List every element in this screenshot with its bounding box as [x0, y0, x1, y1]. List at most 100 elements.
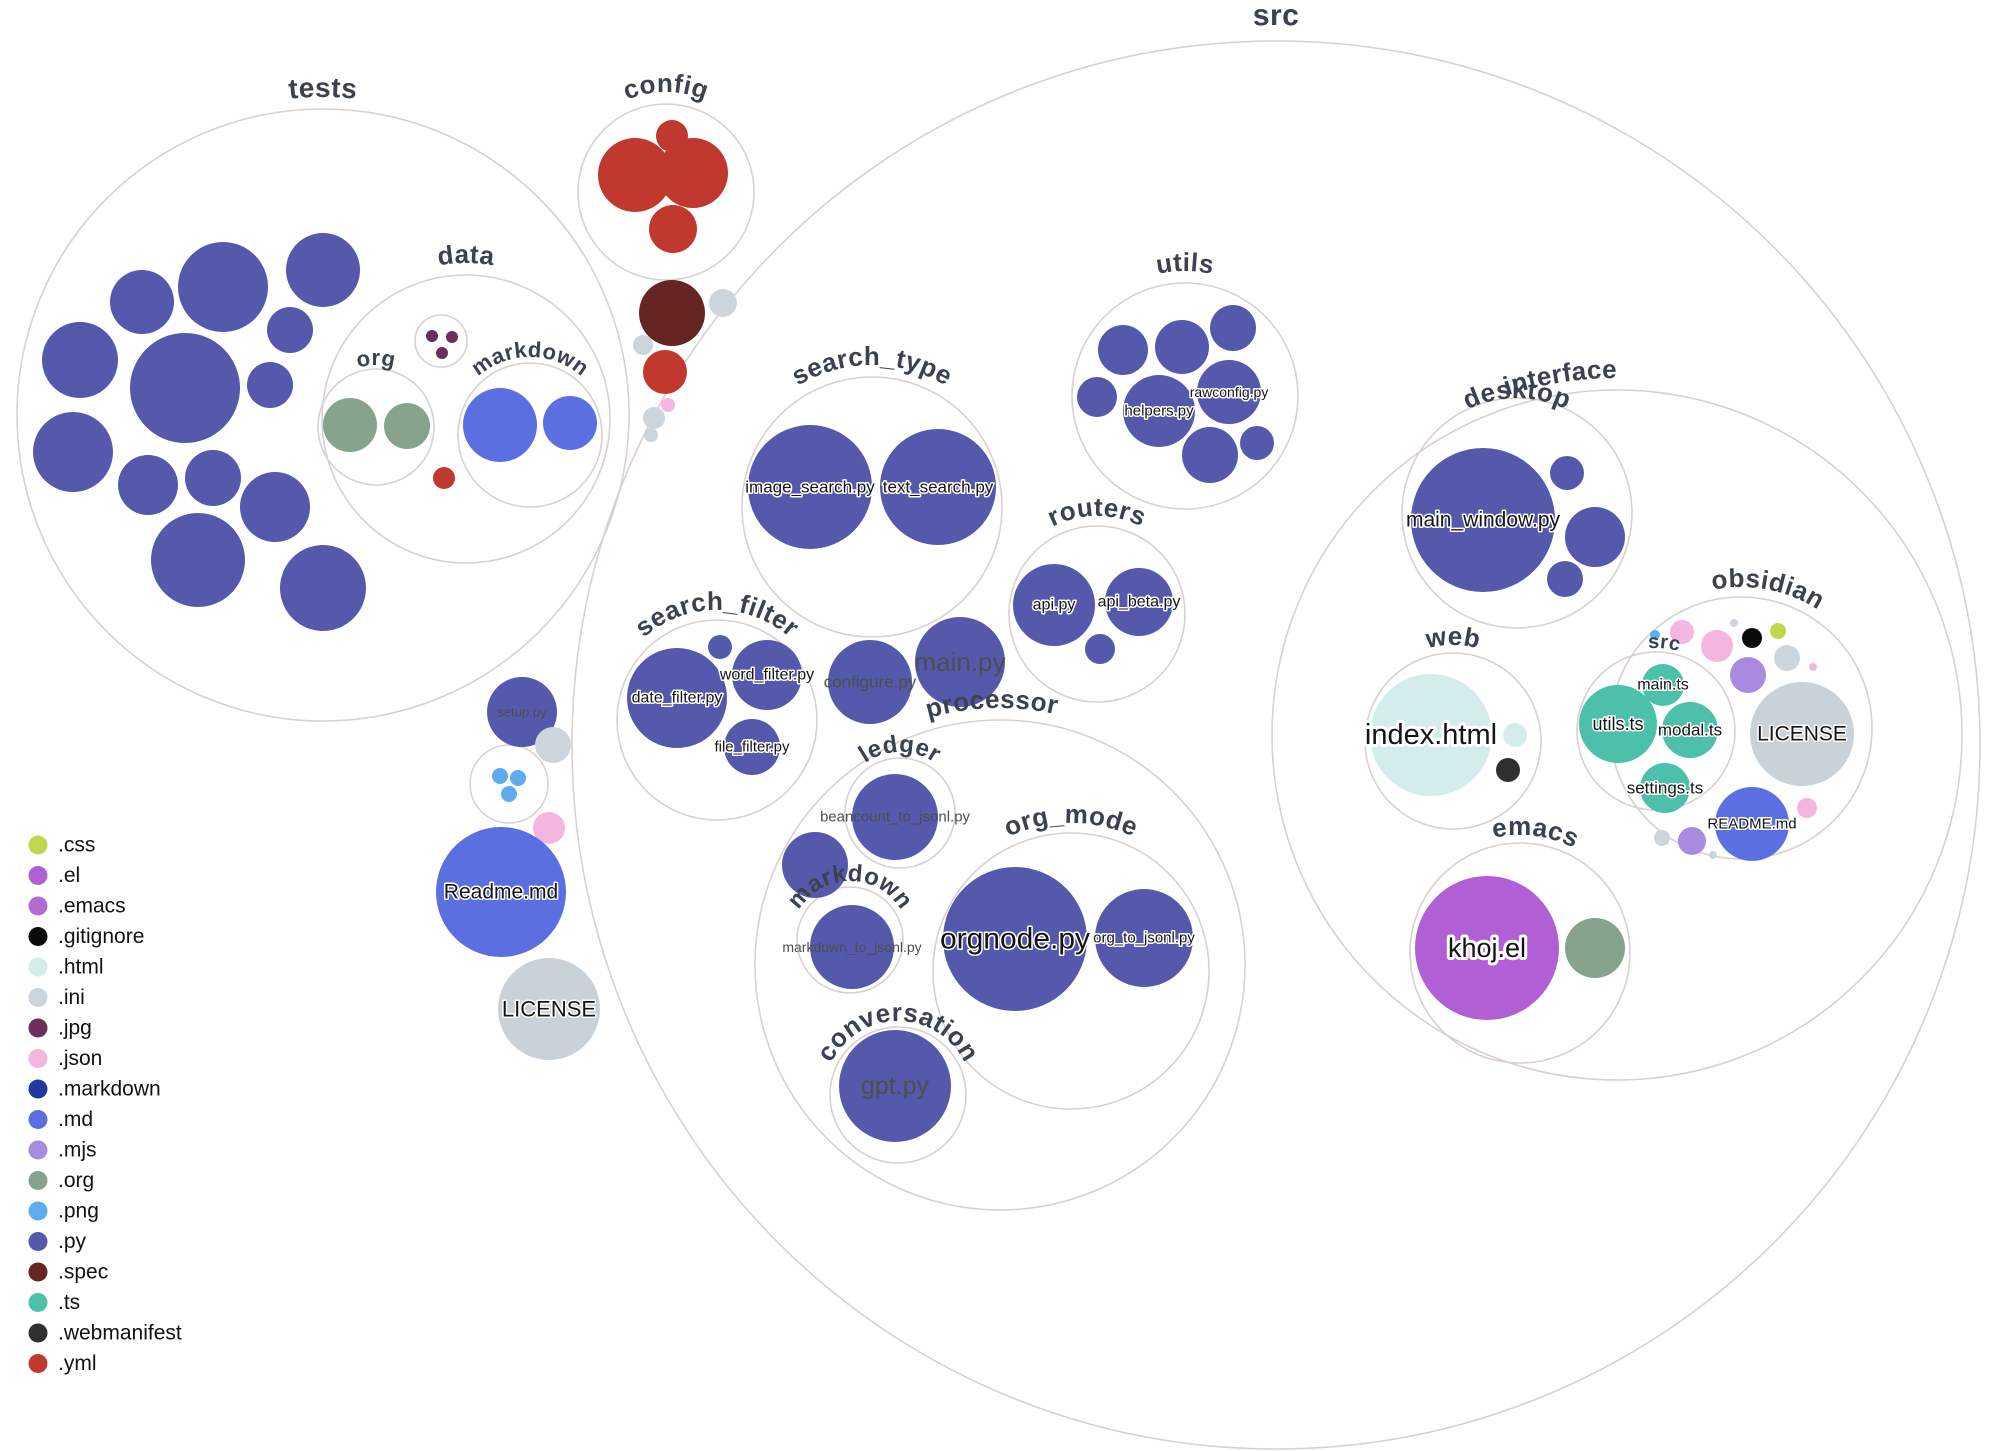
file-dot-json — [533, 812, 565, 844]
file-label-khoj.el: khoj.el — [1448, 933, 1526, 963]
legend-swatch-css — [28, 835, 48, 855]
legend-swatch-yml — [28, 1354, 48, 1373]
file-dot-ini — [1774, 645, 1800, 671]
legend-swatch-gitignore — [28, 927, 48, 946]
directory-circle-interface — [1271, 389, 1963, 1081]
file-circle-configure.py — [828, 640, 912, 724]
file-dot-py — [1155, 320, 1209, 374]
legend-label-css: .css — [58, 834, 95, 857]
file-circle-README.md — [1715, 787, 1789, 861]
file-circle-beancount_to_jsonl.py — [852, 774, 938, 860]
file-circle-settings.ts — [1640, 763, 1690, 813]
file-dot-png — [492, 768, 508, 784]
file-circle-word_filter.py — [732, 640, 802, 710]
file-circle-rawconfig.py — [1197, 360, 1261, 424]
file-dot-py — [42, 322, 118, 398]
legend-label-org: .org — [58, 1169, 94, 1192]
legend-swatch-py — [28, 1232, 48, 1251]
file-circle-text_search.py — [880, 429, 996, 545]
file-label-text_search.py: text_search.py — [883, 478, 994, 497]
file-dot-ini — [709, 289, 737, 317]
file-dot-ini — [1730, 619, 1738, 627]
file-dot-py — [1182, 427, 1238, 483]
legend-label-gitignore: .gitignore — [58, 925, 144, 948]
file-circle-index.html — [1370, 674, 1492, 796]
file-circle-date_filter.py — [627, 648, 727, 748]
legend-label-ini: .ini — [58, 986, 85, 1009]
legend-label-yml: .yml — [58, 1352, 97, 1375]
file-dot-py — [33, 412, 113, 492]
file-circle-image_search.py — [748, 425, 872, 549]
file-dot-json — [1809, 663, 1817, 671]
file-label-LICENSE: LICENSE — [1757, 723, 1847, 746]
file-circle-file_filter.py — [724, 719, 780, 775]
legend-label-spec: .spec — [58, 1261, 108, 1284]
file-label-setup.py: setup.py — [497, 705, 547, 720]
directory-circle-routers — [1008, 525, 1186, 703]
directory-circle-search_type — [741, 376, 1003, 638]
file-circle-org_to_jsonl.py — [1095, 889, 1193, 987]
directory-label-utils-15: utils — [1154, 247, 1217, 280]
file-dot-md — [543, 396, 597, 450]
file-dot-md — [463, 388, 537, 462]
file-label-orgnode.py: orgnode.py — [940, 923, 1090, 956]
file-dot-mjs — [1678, 827, 1706, 855]
file-circles-layer — [33, 120, 1854, 1142]
legend-label-json: .json — [58, 1047, 102, 1070]
legend-label-md: .md — [58, 1108, 93, 1131]
file-dot-css — [1770, 623, 1786, 639]
legend-label-ts: .ts — [58, 1291, 80, 1314]
file-dot-py — [1210, 305, 1256, 351]
file-circle-markdown_to_jsonl.py — [810, 905, 894, 989]
file-dot-py — [110, 270, 174, 334]
directory-label-processor-10: processor — [922, 684, 1061, 724]
file-dot-png — [1650, 630, 1660, 640]
file-dot-yml — [433, 467, 455, 489]
file-dot-py — [151, 513, 245, 607]
legend-label-html: .html — [58, 956, 104, 979]
directory-circle-emacs — [1409, 842, 1631, 1064]
file-dot-yml — [643, 350, 687, 394]
file-circle-LICENSE — [1750, 682, 1854, 786]
legend-swatch-spec — [28, 1262, 48, 1282]
file-label-file_filter.py: file_filter.py — [714, 739, 790, 756]
file-label-settings.ts: settings.ts — [1627, 779, 1704, 798]
file-dot-py — [708, 635, 732, 659]
file-circle-gpt.py — [839, 1030, 951, 1142]
file-circle-helpers.py — [1123, 375, 1195, 447]
file-label-word_filter.py: word_filter.py — [719, 667, 814, 684]
file-dot-py — [1240, 426, 1274, 460]
file-circle-main.ts — [1642, 664, 1684, 706]
file-label-date_filter.py: date_filter.py — [632, 690, 723, 707]
directory-circle-web — [1364, 652, 1542, 830]
file-label-gpt.py: gpt.py — [861, 1072, 930, 1100]
directory-circle-src — [571, 40, 1981, 1450]
file-dot-py — [118, 455, 178, 515]
file-label-org_to_jsonl.py: org_to_jsonl.py — [1093, 930, 1195, 947]
directory-label-org-2: org — [354, 345, 398, 372]
file-dot-ini — [643, 407, 665, 429]
directory-circle-tests — [16, 108, 630, 722]
directory-circles-layer — [16, 40, 1981, 1450]
file-label-beancount_to_jsonl.py: beancount_to_jsonl.py — [820, 809, 971, 826]
file-dot-png — [501, 786, 517, 802]
file-dot-py — [185, 450, 241, 506]
directory-label-emacs-22: emacs — [1490, 811, 1584, 853]
legend-label-webmanifest: .webmanifest — [58, 1322, 182, 1345]
file-label-main_window.py: main_window.py — [1406, 509, 1561, 532]
directory-label-search_type-8: search_type — [786, 341, 958, 391]
file-circle-Readme.md — [436, 827, 566, 957]
file-label-api.py: api.py — [1033, 597, 1076, 614]
legend-label-markdown: .markdown — [58, 1078, 161, 1101]
directory-label-web-19: web — [1422, 621, 1483, 654]
legend-label-py: .py — [58, 1230, 87, 1253]
file-dot-py — [1550, 456, 1584, 490]
file-dot-ini — [1709, 851, 1717, 859]
file-circle-LICENSE — [498, 958, 600, 1060]
file-dot-gitignore — [1742, 628, 1762, 648]
legend-swatch-emacs — [28, 896, 48, 916]
file-label-image_search.py: image_search.py — [745, 478, 875, 497]
file-circle-api_beta.py — [1105, 568, 1173, 636]
file-label-README.md: README.md — [1707, 816, 1796, 833]
